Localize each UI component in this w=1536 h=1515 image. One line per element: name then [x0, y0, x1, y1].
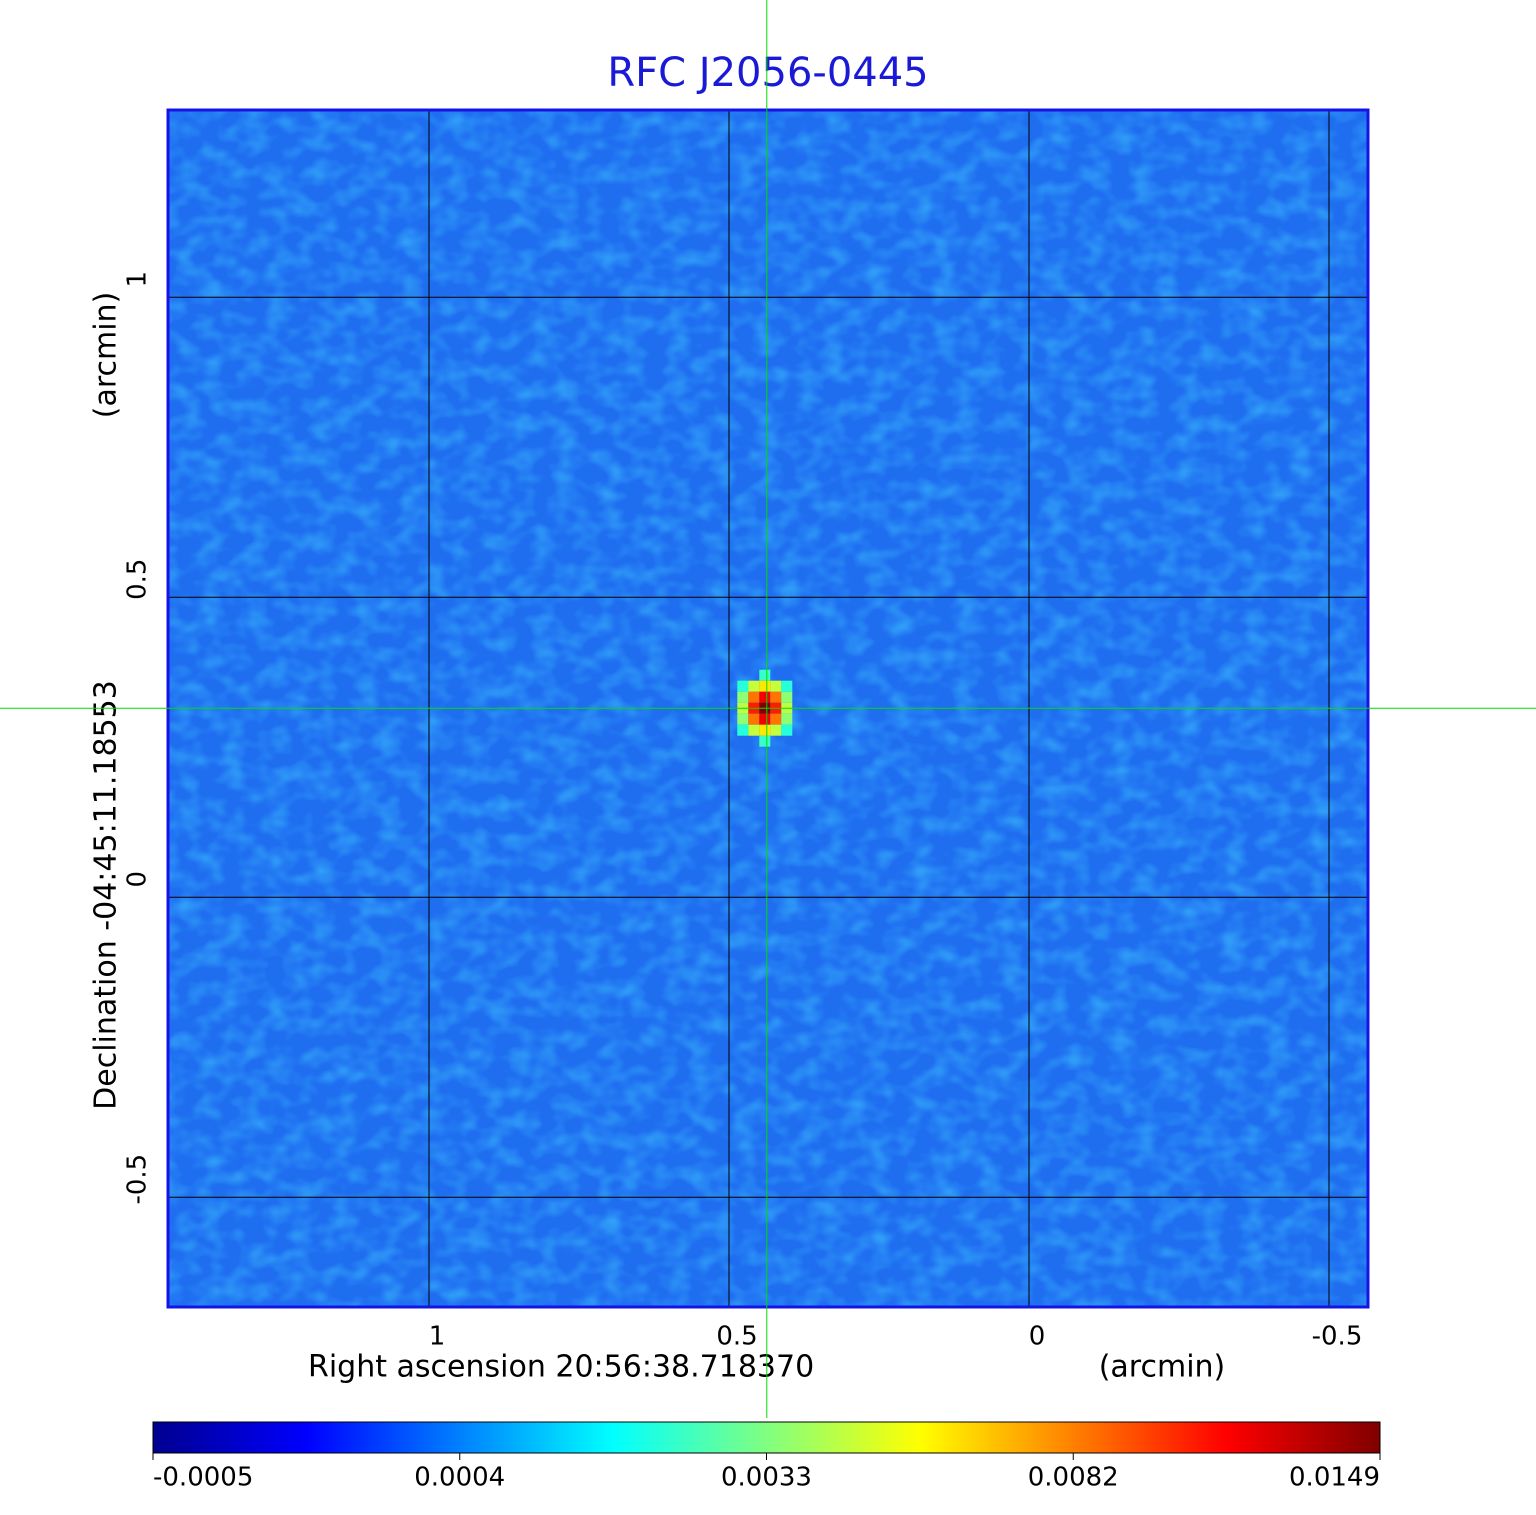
colorbar [152, 1421, 1381, 1454]
source-pixel [759, 669, 771, 681]
colorbar-tick-label: 0.0004 [414, 1463, 505, 1493]
source-pixel [770, 691, 782, 703]
source-pixel [748, 713, 760, 725]
source-pixel [770, 724, 782, 736]
x-axis-label: Right ascension 20:56:38.718370 [308, 1350, 814, 1385]
source-pixel [759, 713, 771, 725]
source-pixel [759, 735, 771, 747]
y-tick-label: -0.5 [123, 1154, 153, 1205]
x-tick-label: -0.5 [1312, 1322, 1363, 1352]
source-pixel [737, 691, 749, 703]
source-pixel [737, 680, 749, 692]
source-pixel [770, 713, 782, 725]
x-axis-unit: (arcmin) [1099, 1350, 1226, 1385]
source-pixel [759, 724, 771, 736]
source-pixel [781, 713, 793, 725]
colorbar-tick-label: 0.0033 [721, 1463, 812, 1493]
source-pixel [781, 680, 793, 692]
x-tick-label: 0.5 [716, 1322, 757, 1352]
source-pixel [781, 724, 793, 736]
chart-title: RFC J2056-0445 [607, 50, 928, 96]
source-pixel [748, 680, 760, 692]
y-tick-label: 1 [123, 271, 153, 288]
y-tick-label: 0.5 [123, 559, 153, 600]
source-pixel [737, 713, 749, 725]
source-pixel [759, 680, 771, 692]
y-axis-unit: (arcmin) [89, 292, 124, 419]
x-tick-label: 1 [429, 1322, 446, 1352]
source-pixel [770, 680, 782, 692]
y-tick-label: 0 [123, 871, 153, 888]
source-pixel [748, 691, 760, 703]
source-pixel [748, 724, 760, 736]
colorbar-tick-label: -0.0005 [153, 1463, 253, 1493]
y-axis-label: Declination -04:45:11.18553 [89, 680, 124, 1110]
source-pixel [737, 724, 749, 736]
source-pixel [781, 691, 793, 703]
x-tick-label: 0 [1029, 1322, 1046, 1352]
colorbar-tick-label: 0.0082 [1028, 1463, 1119, 1493]
colorbar-tick-label: 0.0149 [1289, 1463, 1380, 1493]
source-pixel [759, 691, 771, 703]
